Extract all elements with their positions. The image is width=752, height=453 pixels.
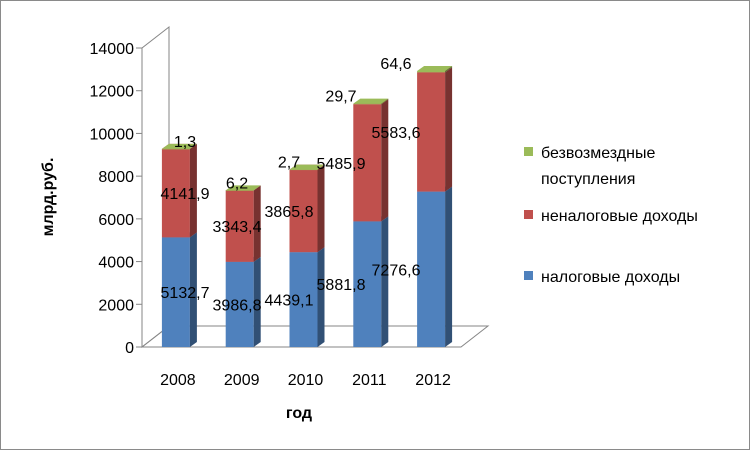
data-label: 1,3: [174, 134, 196, 151]
bar-side: [253, 185, 261, 262]
bar-side: [317, 247, 325, 347]
bar-front: [353, 104, 382, 222]
data-label: 29,7: [325, 89, 356, 106]
bar-side: [189, 232, 197, 347]
bar-front: [353, 221, 382, 347]
bar-side: [381, 216, 389, 347]
bar-side: [445, 67, 453, 192]
legend-item: безвозмездные поступления: [524, 145, 655, 188]
y-tick-label: 4000: [98, 255, 134, 272]
bar-side: [445, 186, 453, 347]
bar-side: [317, 164, 325, 253]
bar-top: [353, 98, 389, 104]
bar-top: [417, 65, 453, 71]
data-label: 5485,9: [317, 156, 366, 173]
bars: [161, 65, 453, 347]
bar-side: [381, 98, 389, 105]
bar-front: [161, 237, 190, 347]
bar-top: [225, 185, 261, 191]
legend-label: безвозмездные: [541, 145, 655, 162]
bar-segment-2: [417, 67, 453, 192]
bar-front: [417, 72, 446, 192]
bar-side: [317, 164, 325, 170]
bar-side: [253, 185, 261, 191]
bar-front: [225, 190, 254, 262]
y-tick-label: 10000: [90, 126, 135, 143]
data-label: 7276,6: [372, 262, 421, 279]
data-label: 4439,1: [265, 293, 314, 310]
x-tick-label: 2011: [352, 372, 387, 389]
bar-front: [417, 70, 446, 73]
y-tick-label: 8000: [98, 169, 134, 186]
bar-front: [161, 148, 190, 238]
bar-segment-3: [289, 164, 325, 171]
bar-top: [289, 164, 325, 170]
bar-front: [353, 103, 382, 105]
legend-item: неналоговые доходы: [524, 208, 698, 225]
bar-front: [225, 190, 254, 191]
bar-segment-3: [353, 98, 389, 105]
bar-segment-1: [353, 216, 389, 347]
legend-item: налоговые доходы: [524, 269, 680, 286]
legend: безвозмездные поступления неналоговые дохо…: [524, 145, 698, 286]
x-tick-label: 2012: [415, 372, 451, 389]
legend-label: поступления: [541, 171, 635, 188]
x-tick-label: 2008: [160, 372, 196, 389]
data-label: 4141,9: [161, 186, 210, 203]
bar-segment-3: [161, 143, 197, 150]
legend-swatch: [524, 210, 533, 219]
data-label: 3986,8: [213, 297, 262, 314]
data-label: 3343,4: [213, 219, 262, 236]
data-label: 3865,8: [265, 204, 314, 221]
data-label: 64,6: [380, 56, 411, 73]
bar-front: [289, 169, 318, 171]
data-label: 5132,7: [161, 285, 210, 302]
x-axis-ticks: 2008 2009 2010 2011 2012: [160, 372, 451, 389]
data-label: 2,7: [278, 155, 300, 172]
bar-front: [225, 261, 254, 347]
bar-front: [289, 169, 318, 253]
y-axis-ticks: 0 2000 4000 6000 8000 10000 12000 14000: [90, 41, 142, 357]
y-tick-label: 6000: [98, 212, 134, 229]
legend-swatch: [524, 147, 533, 156]
legend-label: налоговые доходы: [541, 269, 680, 286]
bar-segment-2: [289, 164, 325, 253]
bar-front: [289, 252, 318, 347]
y-tick-label: 0: [125, 340, 134, 357]
y-tick-label: 2000: [98, 297, 134, 314]
bar-segment-3: [225, 185, 261, 191]
x-axis-title: год: [286, 405, 312, 422]
bar-segment-1: [417, 186, 453, 347]
bar-front: [161, 148, 190, 150]
bar-segment-3: [417, 65, 453, 73]
legend-label: неналоговые доходы: [541, 208, 698, 225]
bar-side: [253, 256, 261, 347]
bar-side: [381, 99, 389, 222]
data-label: 5881,8: [317, 277, 366, 294]
bar-front: [417, 191, 446, 347]
y-tick-label: 14000: [90, 41, 135, 58]
data-label: 6,2: [226, 175, 248, 192]
bar-top: [161, 143, 197, 149]
y-tick-label: 12000: [90, 84, 135, 101]
data-labels: 5132,7 4141,9 1,3 3986,8 3343,4 6,2 4439,1 3865…: [161, 56, 421, 314]
x-tick-label: 2010: [288, 372, 324, 389]
legend-swatch: [524, 271, 533, 280]
bar-segment-1: [161, 232, 197, 347]
data-label: 5583,6: [372, 125, 421, 142]
bar-side: [189, 143, 197, 149]
x-tick-label: 2009: [224, 372, 260, 389]
bar-side: [189, 143, 197, 238]
bar-side: [445, 65, 453, 73]
y-axis-title: млрд.руб.: [40, 158, 57, 237]
